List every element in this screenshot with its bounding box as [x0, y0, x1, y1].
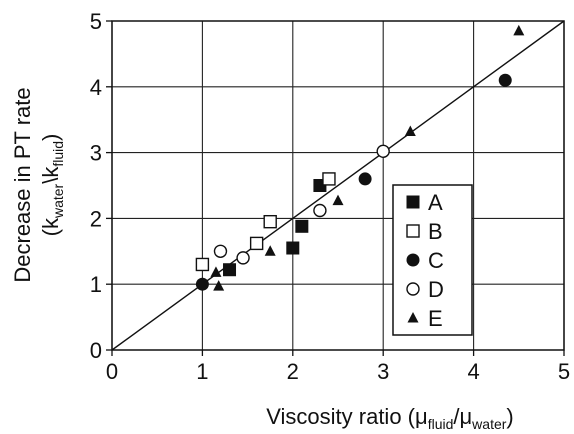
legend-box — [392, 184, 473, 336]
y-tick-label: 1 — [90, 272, 102, 297]
legend-marker-b — [406, 224, 420, 238]
series-a — [223, 179, 327, 277]
x-ticks: 0 1 2 3 4 5 — [106, 350, 570, 384]
y-tick-label: 0 — [90, 338, 102, 363]
markers — [195, 24, 525, 291]
legend-marker-a — [406, 195, 420, 209]
x-tick-label: 0 — [106, 359, 118, 384]
legend-item-d: D — [406, 277, 444, 302]
data-point-d — [313, 203, 327, 218]
legend-label-e: E — [428, 306, 443, 331]
legend-item-a: A — [406, 190, 443, 215]
x-axis-label: Viscosity ratio (μfluid/μwater) — [266, 404, 513, 432]
data-point-e — [210, 266, 222, 277]
data-point-b — [249, 236, 264, 251]
legend-marker-d — [406, 282, 420, 296]
legend-marker-c — [406, 253, 420, 267]
x-tick-label: 3 — [377, 359, 389, 384]
series-c — [195, 73, 512, 291]
data-point-b — [263, 214, 277, 229]
y-tick-label: 5 — [90, 9, 102, 34]
legend-item-c: C — [406, 248, 444, 273]
x-tick-label: 2 — [287, 359, 299, 384]
data-point-a — [223, 263, 237, 277]
plot-frame — [111, 20, 565, 351]
data-point-a — [286, 241, 300, 255]
y-axis-label-line1: Decrease in PT rate — [10, 87, 35, 282]
data-point-b — [322, 172, 336, 186]
legend-item-b: B — [406, 219, 443, 244]
y-tick-label: 3 — [90, 141, 102, 166]
data-point-e — [332, 194, 344, 206]
data-point-d — [213, 244, 228, 259]
series-d — [213, 144, 390, 265]
legend-marker-e — [407, 312, 419, 323]
data-point-c — [358, 172, 372, 186]
data-point-c — [498, 73, 512, 87]
data-point-a — [295, 219, 309, 233]
y-ticks: 0 1 2 3 4 5 — [90, 9, 112, 363]
data-point-c — [195, 277, 209, 291]
y-tick-label: 4 — [90, 75, 102, 100]
series-b — [195, 172, 336, 272]
legend-label-a: A — [428, 190, 443, 215]
data-point-b — [195, 257, 210, 272]
y-axis-label-line2: (kwater\kfluid) — [38, 134, 66, 237]
x-tick-label: 5 — [558, 359, 570, 384]
x-tick-label: 1 — [196, 359, 208, 384]
data-point-e — [213, 280, 225, 291]
legend-label-d: D — [428, 277, 444, 302]
data-point-e — [264, 245, 276, 256]
data-point-e — [513, 24, 525, 36]
legend-label-c: C — [428, 248, 444, 273]
legend-item-e: E — [407, 306, 443, 331]
data-point-d — [376, 144, 390, 158]
x-tick-label: 4 — [467, 359, 479, 384]
y-tick-label: 2 — [90, 206, 102, 231]
legend-label-b: B — [428, 219, 443, 244]
data-point-e — [404, 125, 416, 137]
reference-line — [111, 20, 565, 351]
series-e — [210, 24, 525, 291]
data-point-d — [236, 251, 250, 265]
